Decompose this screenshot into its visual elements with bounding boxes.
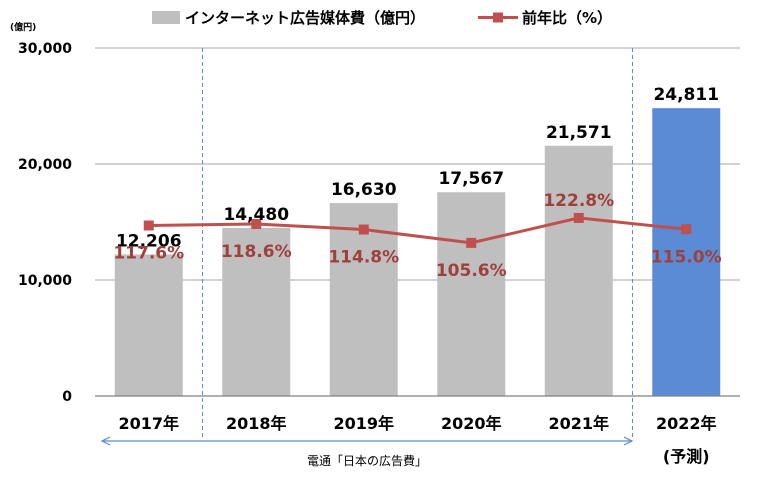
bar-value-label: 12,206 (116, 231, 182, 251)
source-arrow-left (100, 436, 111, 446)
y-axis-unit-label: (億円) (10, 21, 36, 33)
data-labels: 12,206 14,480 16,630 17,567 21,571 24,811 117.… (113, 85, 721, 281)
x-category-label: 2021年 (548, 414, 609, 433)
growth-value-label: 118.6% (221, 242, 292, 262)
bar-value-label: 21,571 (546, 123, 612, 143)
legend-bar-label: インターネット広告媒体費（億円） (185, 9, 425, 27)
growth-point (251, 219, 262, 230)
growth-point (466, 237, 477, 248)
dashed-dividers (202, 48, 633, 440)
y-tick-label: 0 (62, 389, 72, 405)
y-tick-label: 10,000 (18, 273, 72, 289)
legend: インターネット広告媒体費（億円） 前年比（%） (152, 9, 612, 27)
growth-point (681, 224, 692, 235)
x-category-label: 2019年 (333, 414, 394, 433)
x-category-label: 2017年 (118, 414, 179, 433)
bars (114, 108, 721, 397)
forecast-note: (予測) (663, 447, 710, 466)
y-tick-label: 30,000 (18, 41, 72, 57)
bar (114, 254, 183, 396)
growth-value-label: 115.0% (651, 247, 722, 267)
bar-value-label: 14,480 (223, 205, 289, 225)
source-arrow-right (623, 436, 634, 446)
growth-value-label: 117.6% (113, 243, 184, 263)
source-annotation: 電通「日本の広告費」 (100, 436, 634, 468)
growth-value-label: 105.6% (436, 261, 507, 281)
bar (652, 108, 721, 397)
legend-line-label: 前年比（%） (522, 9, 612, 27)
growth-value-label: 122.8% (543, 191, 614, 211)
legend-bar-swatch (152, 11, 180, 24)
x-category-label: 2022年 (656, 414, 717, 433)
growth-value-label: 114.8% (328, 248, 399, 268)
legend-line-marker (493, 12, 503, 23)
growth-point (143, 220, 154, 231)
growth-point (573, 212, 584, 223)
bar (437, 192, 506, 396)
x-category-label: 2018年 (226, 414, 287, 433)
bar (544, 145, 613, 396)
growth-point (358, 224, 369, 235)
bar-value-label: 17,567 (438, 169, 504, 189)
bar-value-label: 16,630 (331, 180, 397, 200)
bar (329, 203, 398, 396)
bar-value-label: 24,811 (653, 85, 719, 105)
source-label: 電通「日本の広告費」 (307, 453, 427, 468)
gridlines (95, 47, 740, 281)
y-tick-label: 20,000 (18, 157, 72, 173)
growth-line (143, 212, 692, 248)
bar (222, 228, 291, 396)
axes: 0 10,000 20,000 30,000 2017年 2018年 2019年 2020年 2… (18, 41, 740, 466)
growth-line-path (148, 216, 687, 245)
x-category-label: 2020年 (441, 414, 502, 433)
